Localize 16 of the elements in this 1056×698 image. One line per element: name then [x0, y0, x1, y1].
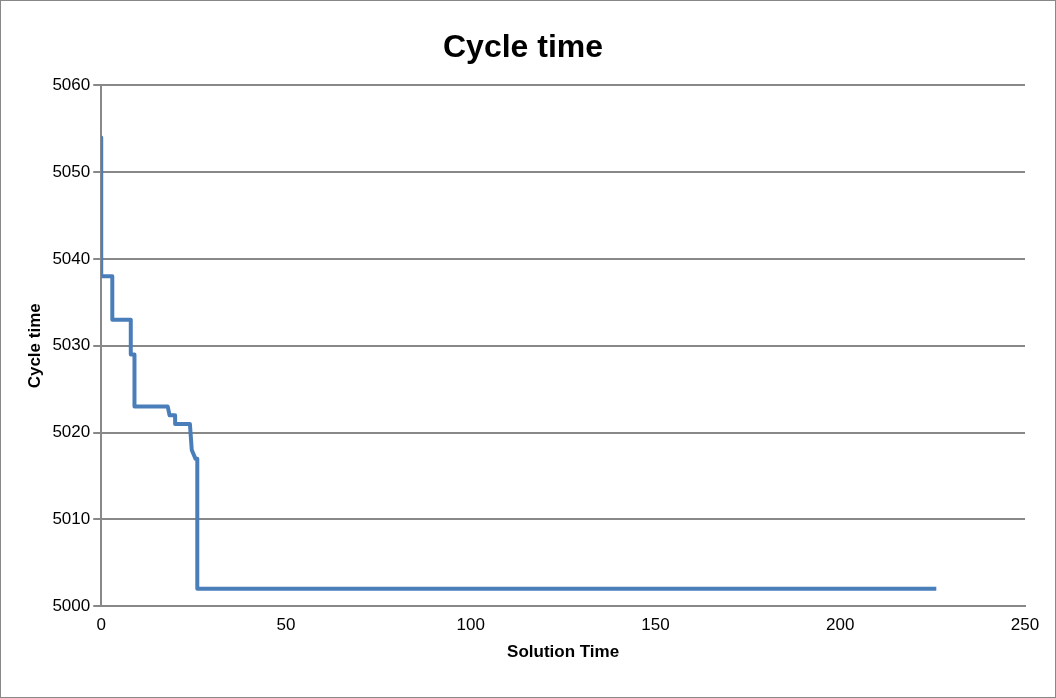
y-tick-label: 5040	[52, 248, 91, 268]
x-tick-label: 200	[826, 615, 855, 635]
chart-title: Cycle time	[442, 28, 604, 65]
y-tick-label: 5020	[52, 422, 91, 442]
x-tick-label: 100	[456, 615, 485, 635]
y-tick-label: 5030	[52, 335, 91, 355]
x-tick-label: 250	[1010, 615, 1040, 635]
y-tick-label: 5060	[52, 75, 91, 95]
x-tick-label: 50	[276, 615, 296, 635]
x-tick-label: 0	[96, 615, 106, 635]
x-axis-title: Solution Time	[507, 642, 620, 662]
y-axis-title: Cycle time	[24, 303, 44, 389]
y-tick-label: 5000	[52, 595, 91, 615]
y-tick-label: 5010	[52, 509, 91, 529]
x-tick-label: 150	[641, 615, 670, 635]
y-tick-label: 5050	[52, 161, 91, 181]
